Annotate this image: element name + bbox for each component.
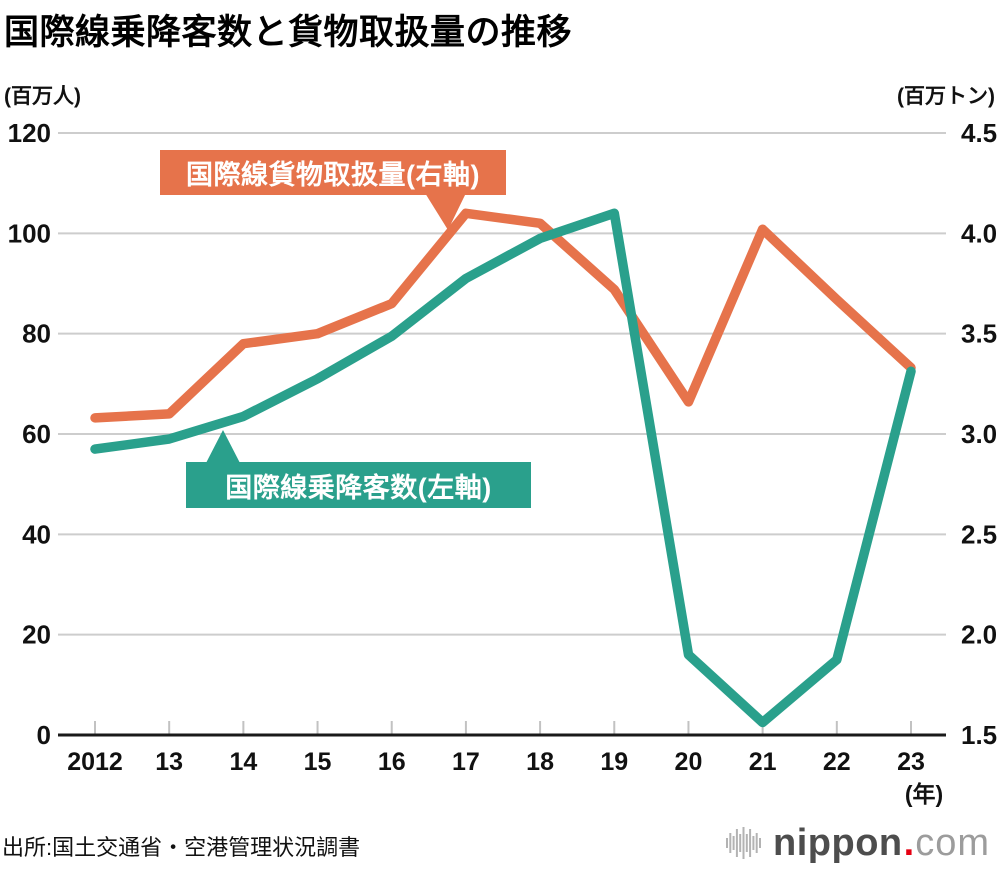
x-axis-tick-label: 13 [155, 748, 183, 776]
right-axis-tick-label: 3.5 [961, 319, 997, 349]
right-axis-tick-label: 4.0 [961, 218, 997, 248]
nippon-logo-text: nippon . com [773, 824, 990, 862]
logo-name: nippon [773, 822, 903, 864]
x-axis-tick-label: 20 [675, 748, 703, 776]
cargo-callout-pointer [425, 193, 466, 230]
passengers-series-label: 国際線乗降客数(左軸) [225, 472, 492, 503]
logo-tld: com [915, 822, 990, 864]
right-axis-unit: (百万トン) [897, 85, 995, 108]
logo-dot: . [903, 822, 915, 864]
x-axis-tick-label: 15 [304, 748, 332, 776]
right-axis-tick-label: 2.0 [961, 620, 997, 650]
left-axis-tick-label: 80 [22, 319, 51, 349]
left-axis-unit: (百万人) [4, 85, 81, 108]
x-axis-tick-label: 17 [452, 748, 480, 776]
x-axis-tick-label: 22 [823, 748, 851, 776]
nippon-logo-icon [726, 827, 762, 859]
x-axis-tick-label: 16 [378, 748, 406, 776]
left-axis-tick-label: 0 [37, 720, 51, 750]
cargo-series-label: 国際線貨物取扱量(右軸) [186, 160, 480, 190]
x-axis-tick-label: 23 [897, 748, 925, 776]
x-axis-tick-label: 19 [600, 748, 628, 776]
left-axis-tick-label: 120 [8, 118, 51, 148]
source-note: 出所:国土交通省・空港管理状況調書 [2, 835, 361, 860]
left-axis-tick-label: 20 [22, 620, 51, 650]
x-axis-tick-label: 2012 [67, 748, 123, 776]
right-axis-tick-label: 4.5 [961, 118, 997, 148]
left-axis-tick-label: 100 [8, 218, 51, 248]
passengers-callout-pointer [205, 430, 241, 465]
x-axis-tick-label: 18 [526, 748, 554, 776]
chart-title: 国際線乗降客数と貨物取扱量の推移 [4, 13, 573, 52]
passengers-series-callout: 国際線乗降客数(左軸) [186, 462, 531, 508]
x-axis-unit: (年) [905, 781, 943, 807]
right-axis-tick-label: 3.0 [961, 419, 997, 449]
left-axis-tick-label: 60 [22, 419, 51, 449]
passengers-line [90, 208, 916, 728]
cargo-line [90, 208, 916, 423]
x-axis-tick-label: 21 [749, 748, 777, 776]
left-axis-tick-label: 40 [22, 519, 51, 549]
x-axis-tick-label: 14 [229, 748, 257, 776]
right-axis-tick-label: 2.5 [961, 519, 997, 549]
cargo-series-callout: 国際線貨物取扱量(右軸) [160, 150, 506, 195]
right-axis-tick-label: 1.5 [961, 720, 997, 750]
nippon-logo: nippon . com [724, 818, 990, 868]
